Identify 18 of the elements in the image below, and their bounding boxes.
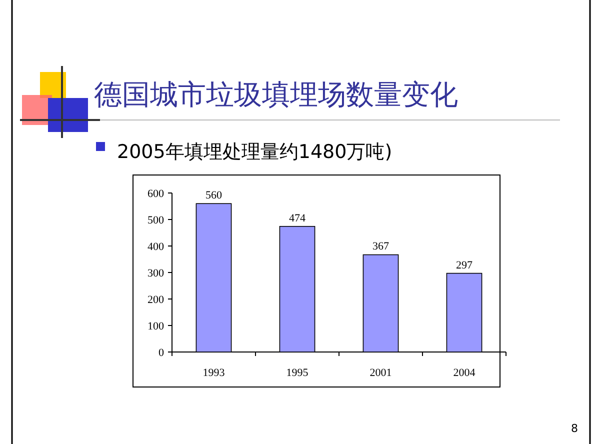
text: 8 (571, 422, 578, 435)
x-tick-label: 1995 (286, 367, 309, 379)
y-tick-label: 200 (148, 294, 164, 306)
chart-subtitle: 2005年填埋处理量约1480万吨) (117, 141, 392, 163)
data-label: 474 (289, 212, 306, 224)
data-label: 367 (372, 240, 390, 253)
y-tick-label: 100 (148, 320, 164, 332)
y-tick-label: 500 (148, 214, 164, 226)
x-tick-label: 2001 (370, 367, 392, 379)
data-label: 560 (206, 190, 222, 202)
x-tick-label: 1993 (202, 367, 226, 379)
chart-title: 德国城市垃圾填埋场数量变化 (94, 78, 458, 111)
y-tick-label: 600 (148, 188, 164, 200)
data-label: 297 (456, 259, 473, 272)
y-tick-label: 300 (148, 268, 164, 280)
y-tick-label: 0 (158, 347, 164, 359)
y-tick-label: 400 (148, 241, 164, 253)
x-tick-label: 2004 (453, 367, 476, 379)
